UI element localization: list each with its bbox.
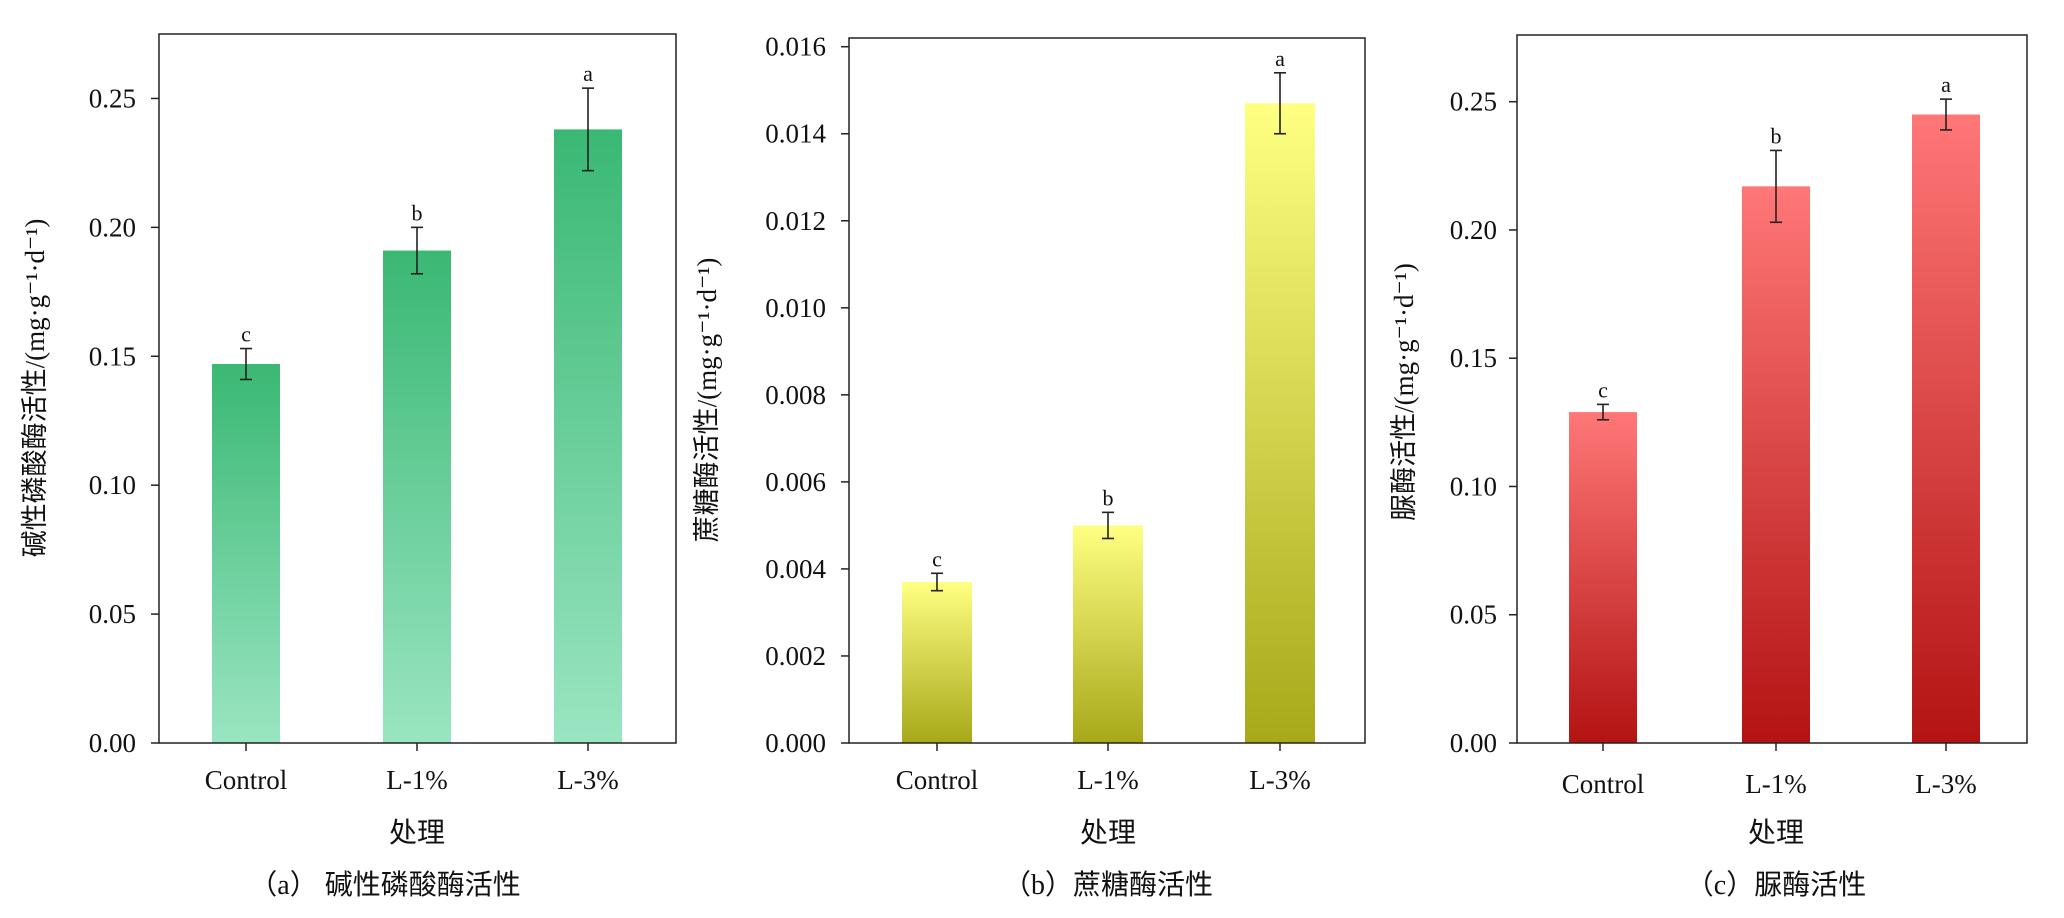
panel-c-plot-frame [1516, 34, 2028, 744]
panel-b-significance-label-0: c [932, 546, 942, 571]
panel-b-significance-label-2: a [1275, 46, 1285, 71]
panel-b-error-bar-0 [931, 572, 943, 592]
panel-b-y-tick-label: 0.014 [765, 119, 826, 149]
panel-c-x-tick-label-2: L-3% [1915, 769, 1976, 799]
panel-a-plot-frame [158, 33, 677, 744]
panel-b-plot-frame [848, 37, 1366, 744]
panel-c-x-axis-title: 处理 [1748, 817, 1804, 849]
panel-c-y-tick-label: 0.10 [1450, 471, 1497, 501]
panel-a-caption: （a） 碱性磷酸酶活性 [249, 869, 520, 901]
panel-a-x-tick-label-0: Control [205, 765, 288, 795]
panel-a-significance-label-0: c [241, 322, 251, 347]
panel-b-x-axis-title: 处理 [1080, 817, 1136, 849]
panel-c-x-tick-label-1: L-1% [1745, 769, 1806, 799]
panel-c: 0.00 0.05 0.10 0.15 0.20 0.25 c Control b L-1% a L-… [1389, 34, 2028, 901]
panel-c-error-bar-0 [1597, 403, 1609, 421]
panel-a-y-tick-label: 0.00 [89, 728, 136, 758]
panel-a-y-axis-title: 碱性磷酸酶活性/(mg·g⁻¹·d⁻¹) [20, 219, 50, 558]
panel-a-y-tick-label: 0.15 [89, 341, 136, 371]
panel-b-significance-label-1: b [1103, 485, 1114, 510]
panel-b-y-axis-title: 蔗糖酶活性/(mg·g⁻¹·d⁻¹) [692, 258, 722, 543]
panel-b-bar-2 [1245, 103, 1315, 744]
panel-a-error-bar-1 [411, 226, 423, 275]
panel-c-y-tick-label: 0.25 [1450, 87, 1497, 117]
panel-a-x-axis-title: 处理 [389, 817, 445, 849]
panel-a-error-bar-0 [240, 347, 252, 381]
panel-a-y-tick-label: 0.25 [89, 83, 136, 113]
panel-b-x-tick-label-1: L-1% [1077, 765, 1138, 795]
panel-b-y-tick-label: 0.006 [765, 467, 826, 497]
panel-b: 0.000 0.002 0.004 0.006 0.008 0.010 0.012 0.014… [692, 32, 1366, 901]
panel-c-significance-label-0: c [1598, 377, 1608, 402]
panel-c-caption: （c）脲酶活性 [1686, 869, 1866, 901]
panel-a-x-tick-label-1: L-1% [386, 765, 447, 795]
panel-b-error-bar-2 [1274, 72, 1286, 135]
panel-a-significance-label-1: b [412, 200, 423, 225]
panel-a-significance-label-2: a [583, 61, 593, 86]
panel-c-error-bar-2 [1940, 98, 1952, 131]
panel-b-y-tick-label: 0.000 [765, 728, 826, 758]
panel-b-y-tick-label: 0.002 [765, 641, 826, 671]
panel-b-bar-0 [902, 581, 972, 743]
panel-b-x-tick-label-2: L-3% [1249, 765, 1310, 795]
panel-b-y-tick-label: 0.012 [765, 206, 826, 236]
panel-a-bar-2 [554, 129, 622, 744]
panel-a-y-tick-label: 0.10 [89, 470, 136, 500]
panel-a-bar-0 [212, 364, 280, 743]
panel-b-caption: （b）蔗糖酶活性 [1003, 869, 1213, 901]
panel-b-y-tick-label: 0.010 [765, 293, 826, 323]
panel-b-marks: 0.000 0.002 0.004 0.006 0.008 0.010 0.012 0.014… [765, 32, 1315, 795]
panel-c-y-tick-label: 0.15 [1450, 343, 1497, 373]
panel-b-y-tick-label: 0.008 [765, 380, 826, 410]
panel-c-error-bar-1 [1770, 149, 1782, 224]
panel-a-y-tick-label: 0.05 [89, 599, 136, 629]
panel-a-y-tick-label: 0.20 [89, 212, 136, 242]
panel-b-x-tick-label-0: Control [896, 765, 979, 795]
panel-c-y-tick-label: 0.20 [1450, 215, 1497, 245]
panel-c-bar-1 [1742, 186, 1810, 743]
panel-c-bar-0 [1569, 412, 1637, 743]
panel-a-x-tick-label-2: L-3% [557, 765, 618, 795]
panel-a: 0.00 0.05 0.10 0.15 0.20 0.25 c Control b L-1% a L-… [20, 33, 677, 901]
panel-b-error-bar-1 [1102, 511, 1114, 540]
panel-b-bar-1 [1073, 525, 1143, 743]
panel-c-bar-2 [1912, 114, 1980, 744]
panel-b-y-tick-label: 0.004 [765, 554, 826, 584]
panel-c-y-axis-title: 脲酶活性/(mg·g⁻¹·d⁻¹) [1389, 263, 1419, 521]
panel-a-marks: 0.00 0.05 0.10 0.15 0.20 0.25 c Control b L-1% a L-… [89, 61, 622, 795]
panel-c-marks: 0.00 0.05 0.10 0.15 0.20 0.25 c Control b L-1% a L-… [1450, 72, 1980, 799]
panel-c-significance-label-2: a [1941, 72, 1951, 97]
panel-c-y-tick-label: 0.05 [1450, 600, 1497, 630]
panel-c-significance-label-1: b [1771, 123, 1782, 148]
panel-a-bar-1 [383, 250, 451, 744]
panel-c-y-tick-label: 0.00 [1450, 728, 1497, 758]
panel-b-y-tick-label: 0.016 [765, 32, 826, 62]
panel-c-x-tick-label-0: Control [1562, 769, 1645, 799]
panel-a-error-bar-2 [582, 87, 594, 172]
